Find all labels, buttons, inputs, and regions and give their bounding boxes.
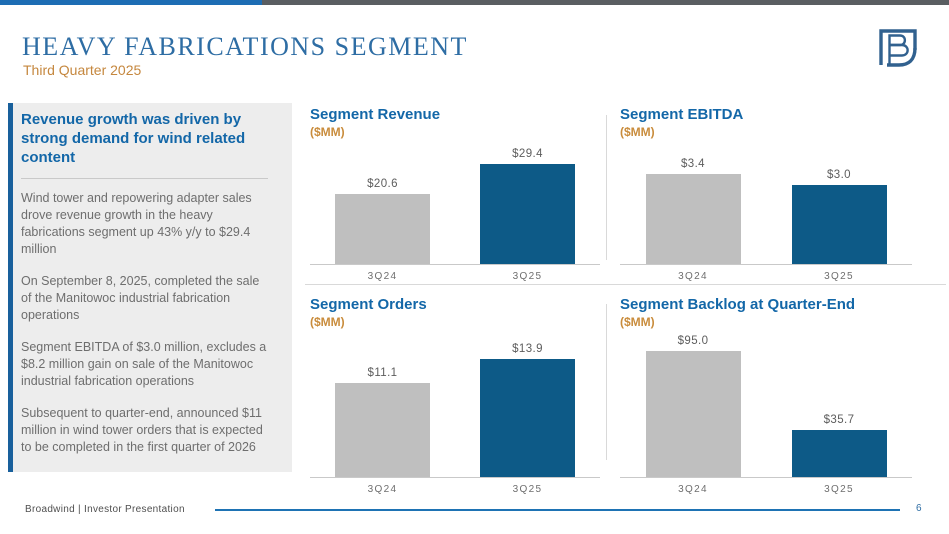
chart-segment-backlog: Segment Backlog at Quarter-End ($MM) $95… <box>620 296 912 495</box>
x-label: 3Q24 <box>678 271 708 282</box>
sidebar-paragraph: Wind tower and repowering adapter sales … <box>21 191 252 257</box>
x-axis-labels: 3Q24 3Q25 <box>620 484 912 495</box>
chart-unit-label: ($MM) <box>310 315 345 329</box>
bar-value-label: $11.1 <box>367 367 398 379</box>
sidebar-paragraph: Subsequent to quarter-end, announced $11… <box>21 406 263 455</box>
sidebar-paragraph: On September 8, 2025, completed the sale… <box>21 274 260 323</box>
horizontal-divider <box>305 284 946 285</box>
sidebar-paragraph: Segment EBITDA of $3.0 million, excludes… <box>21 340 267 389</box>
bar-3q25 <box>791 185 887 264</box>
vertical-divider-top <box>606 115 607 260</box>
bar-group-3q24: $20.6 <box>310 178 455 264</box>
bar-plot: $3.4 $3.0 <box>620 141 912 265</box>
slide-subtitle: Third Quarter 2025 <box>23 62 142 78</box>
bar-group-3q24: $95.0 <box>620 335 766 477</box>
top-accent-bar <box>0 0 949 5</box>
top-accent-bar-blue-segment <box>0 0 262 5</box>
bar-plot: $95.0 $35.7 <box>620 331 912 478</box>
bar-3q25 <box>480 164 575 264</box>
bar-value-label: $95.0 <box>677 335 709 347</box>
bar-3q24 <box>645 351 741 477</box>
x-axis-labels: 3Q24 3Q25 <box>310 271 600 282</box>
sidebar-headline: Revenue growth was driven by strong dema… <box>21 111 246 167</box>
chart-title: Segment Orders <box>310 296 427 313</box>
sidebar-accent-strip <box>8 103 13 472</box>
chart-unit-label: ($MM) <box>620 315 655 329</box>
bar-3q24 <box>335 194 430 264</box>
bar-group-3q25: $35.7 <box>766 414 912 477</box>
footer-text: Broadwind | Investor Presentation <box>25 504 185 515</box>
footer-divider-line <box>215 509 900 511</box>
chart-unit-label: ($MM) <box>310 125 345 139</box>
x-label: 3Q24 <box>678 484 708 495</box>
chart-segment-ebitda: Segment EBITDA ($MM) $3.4 $3.0 3Q24 3Q25 <box>620 106 912 282</box>
x-label: 3Q25 <box>824 484 854 495</box>
x-label: 3Q25 <box>512 484 543 495</box>
bar-value-label: $35.7 <box>823 414 855 426</box>
bar-plot: $20.6 $29.4 <box>310 141 600 265</box>
bar-group-3q24: $3.4 <box>620 158 766 264</box>
bar-group-3q24: $11.1 <box>310 367 455 477</box>
bar-3q24 <box>645 174 741 264</box>
bar-3q25 <box>480 359 575 477</box>
x-label: 3Q25 <box>512 271 543 282</box>
broadwind-logo-icon <box>879 29 917 67</box>
x-label: 3Q24 <box>367 484 398 495</box>
slide-title: HEAVY FABRICATIONS SEGMENT <box>22 32 468 61</box>
x-label: 3Q25 <box>824 271 854 282</box>
bar-value-label: $3.4 <box>681 158 705 170</box>
bar-group-3q25: $3.0 <box>766 169 912 264</box>
chart-segment-orders: Segment Orders ($MM) $11.1 $13.9 3Q24 3Q… <box>310 296 600 495</box>
bar-3q25 <box>791 430 887 477</box>
chart-title: Segment Backlog at Quarter-End <box>620 296 856 313</box>
x-label: 3Q24 <box>367 271 398 282</box>
sidebar-commentary: Revenue growth was driven by strong dema… <box>8 103 292 472</box>
bar-value-label: $29.4 <box>512 148 543 160</box>
chart-title: Segment Revenue <box>310 106 441 123</box>
x-axis-labels: 3Q24 3Q25 <box>310 484 600 495</box>
bar-value-label: $13.9 <box>512 343 543 355</box>
bar-3q24 <box>335 383 430 477</box>
x-axis-labels: 3Q24 3Q25 <box>620 271 912 282</box>
bar-value-label: $3.0 <box>827 169 851 181</box>
page-number: 6 <box>916 503 922 514</box>
sidebar-divider <box>21 178 268 180</box>
chart-title: Segment EBITDA <box>620 106 744 123</box>
bar-group-3q25: $13.9 <box>455 343 600 477</box>
vertical-divider-bottom <box>606 304 607 460</box>
chart-unit-label: ($MM) <box>620 125 655 139</box>
bar-group-3q25: $29.4 <box>455 148 600 264</box>
bar-value-label: $20.6 <box>367 178 398 190</box>
bar-plot: $11.1 $13.9 <box>310 331 600 478</box>
chart-segment-revenue: Segment Revenue ($MM) $20.6 $29.4 3Q24 3… <box>310 106 600 282</box>
